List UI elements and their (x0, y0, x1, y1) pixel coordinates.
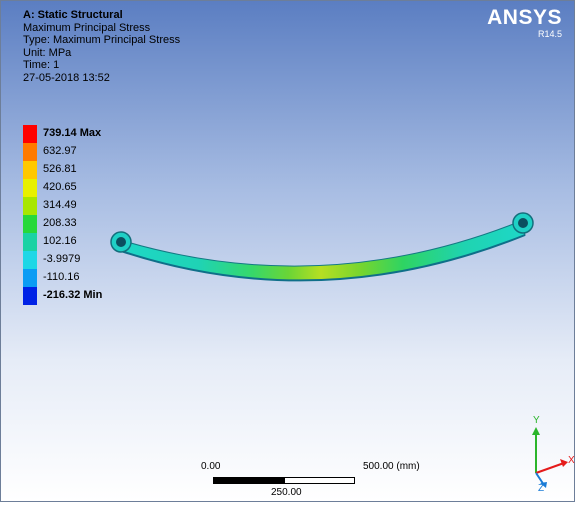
result-date: 27-05-2018 13:52 (23, 71, 110, 84)
legend-label: 102.16 (43, 235, 77, 247)
legend-label: 420.65 (43, 181, 77, 193)
legend-swatch (23, 197, 37, 215)
legend-label: 526.81 (43, 163, 77, 175)
legend-swatch (23, 143, 37, 161)
legend-swatch (23, 161, 37, 179)
brand-version: R14.5 (537, 29, 562, 39)
analysis-title: A: Static Structural (23, 9, 123, 21)
result-time: Time: 1 (23, 59, 60, 71)
legend-swatch (23, 287, 37, 305)
spring-body (116, 220, 526, 281)
axis-x-label: X (568, 455, 575, 466)
legend-label: 632.97 (43, 145, 77, 157)
right-eye (512, 212, 534, 234)
axis-z-label: Z (538, 483, 545, 494)
brand-name: ANSYS (487, 6, 562, 29)
legend-label: -110.16 (43, 271, 80, 283)
legend-swatch (23, 179, 37, 197)
result-type: Type: Maximum Principal Stress (23, 34, 181, 46)
axis-y-label: Y (533, 415, 540, 426)
legend-swatch (23, 125, 37, 143)
triad-graphic (532, 427, 568, 488)
legend-swatch (23, 269, 37, 287)
result-name: Maximum Principal Stress (23, 21, 151, 34)
legend-swatch (23, 251, 37, 269)
result-header: A: Static Structural Maximum Principal S… (23, 9, 180, 84)
legend-swatch (23, 233, 37, 251)
legend-swatch (23, 215, 37, 233)
result-unit: Unit: MPa (23, 46, 72, 59)
legend-label: -3.9979 (43, 253, 81, 265)
spring-lower-edge (120, 234, 526, 282)
left-eye (110, 231, 132, 253)
legend-label: 208.33 (43, 217, 77, 229)
legend-label: 314.49 (43, 199, 77, 211)
legend-label: -216.32 Min (43, 289, 103, 301)
axis-triad[interactable]: Y X Z (516, 411, 575, 501)
legend-label: 739.14 Max (43, 127, 102, 139)
ansys-logo: ANSYS R14.5 (487, 6, 562, 40)
